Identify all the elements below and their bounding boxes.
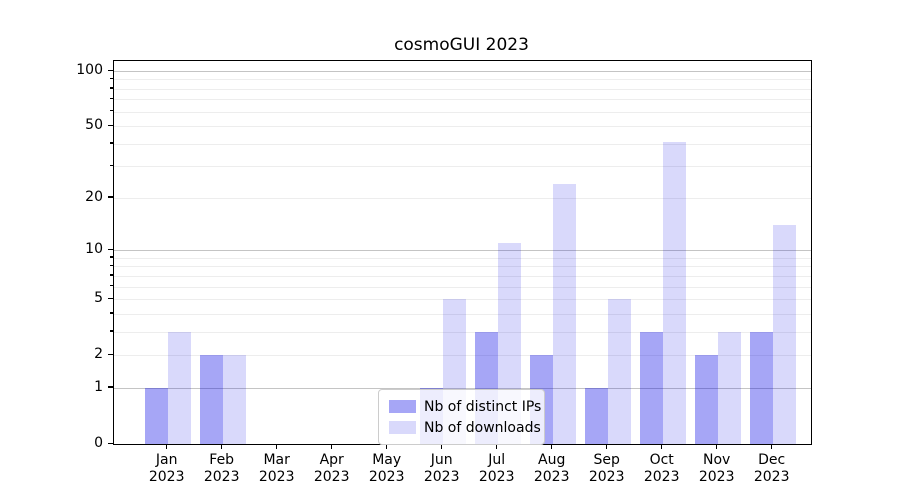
bar-distinct-ips (144, 387, 168, 444)
bar-downloads (167, 331, 191, 444)
y-axis-minor-tick (110, 87, 113, 89)
gridline-minor (114, 111, 811, 113)
x-axis-tick-label: Nov 2023 (698, 452, 735, 485)
y-axis-tick-label: 50 (85, 117, 103, 134)
gridline-minor (114, 275, 811, 277)
y-axis-minor-tick (110, 77, 113, 80)
chart-title: cosmoGUI 2023 (394, 35, 529, 55)
bar-downloads (717, 331, 741, 444)
x-axis-tick-label: Jan 2023 (148, 452, 185, 485)
x-axis-tick (386, 444, 388, 449)
plot-area (113, 60, 812, 445)
y-axis-tick-label: 100 (76, 62, 103, 78)
bar-distinct-ips (199, 355, 223, 444)
y-axis-minor-tick (110, 285, 113, 287)
y-axis-minor-tick (110, 256, 113, 258)
x-axis-tick (221, 444, 223, 449)
legend-label-distinct-ips: Nb of distinct IPs (424, 398, 542, 415)
legend-label-downloads: Nb of downloads (424, 419, 541, 436)
y-axis-minor-tick (110, 97, 113, 100)
y-axis-tick-label: 5 (94, 290, 103, 307)
y-axis-tick-label: 20 (85, 188, 103, 205)
gridline-minor (114, 257, 811, 259)
legend: Nb of distinct IPs Nb of downloads (378, 389, 545, 445)
y-axis-minor-tick (110, 264, 113, 267)
y-axis-tick (108, 386, 113, 388)
x-axis-tick-label: Apr 2023 (313, 452, 350, 485)
bar-downloads (772, 225, 796, 444)
x-axis-tick (606, 444, 608, 449)
y-axis-tick-label: 0 (94, 435, 103, 451)
bar-distinct-ips (584, 387, 608, 444)
y-axis-minor-tick (110, 274, 113, 276)
x-axis-tick (276, 444, 278, 449)
gridline-major (114, 71, 811, 72)
x-axis-tick-label: May 2023 (368, 452, 405, 485)
y-axis-tick-label: 2 (94, 346, 103, 363)
x-axis-tick-label: Aug 2023 (533, 452, 570, 485)
x-axis-tick-label: Dec 2023 (753, 452, 790, 485)
y-axis-minor-tick (110, 330, 113, 332)
y-axis-tick (108, 248, 113, 250)
x-axis-tick (661, 444, 663, 449)
gridline-minor (114, 79, 811, 81)
bar-distinct-ips (749, 331, 773, 444)
x-axis-tick-label: Feb 2023 (203, 452, 240, 485)
x-axis-tick (771, 444, 773, 449)
y-axis-minor-tick (110, 164, 113, 167)
x-axis-tick (166, 444, 168, 449)
gridline-minor (114, 126, 811, 128)
x-axis-tick (496, 444, 498, 449)
x-axis-tick (716, 444, 718, 449)
y-axis-minor-tick (110, 124, 113, 126)
gridline-minor (114, 88, 811, 90)
y-axis-minor-tick (110, 353, 113, 355)
x-axis-tick-label: Jun 2023 (423, 452, 460, 485)
bar-downloads (552, 183, 576, 444)
y-axis-tick (108, 442, 113, 444)
x-axis-tick-label: Sep 2023 (588, 452, 625, 485)
gridline-major (114, 250, 811, 252)
gridline-minor (114, 197, 811, 199)
y-axis-tick-label: 1 (94, 378, 103, 395)
bar-downloads (222, 355, 246, 444)
y-axis-minor-tick (110, 297, 113, 299)
x-axis-tick (551, 444, 553, 449)
gridline-minor (114, 99, 811, 101)
x-axis-tick-label: Oct 2023 (643, 452, 680, 485)
legend-swatch-ips (389, 400, 416, 413)
y-axis-minor-tick (110, 196, 113, 198)
gridline-minor (114, 143, 811, 145)
bar-downloads (607, 299, 631, 444)
bar-distinct-ips (639, 331, 663, 444)
gridline-minor (114, 166, 811, 168)
y-axis-tick-label: 10 (85, 241, 103, 258)
y-axis-minor-tick (110, 312, 113, 314)
x-axis-tick-label: Mar 2023 (258, 452, 295, 485)
x-axis-tick (331, 444, 333, 449)
legend-swatch-downloads (389, 421, 416, 434)
gridline-minor (114, 286, 811, 288)
y-axis-minor-tick (110, 110, 113, 112)
bar-downloads (662, 141, 686, 444)
legend-row-downloads: Nb of downloads (389, 417, 544, 438)
legend-row-distinct-ips: Nb of distinct IPs (389, 396, 544, 417)
y-axis-minor-tick (110, 142, 113, 144)
y-axis-tick (108, 69, 113, 71)
x-axis-tick (441, 444, 443, 449)
bar-distinct-ips (694, 355, 718, 444)
gridline-minor (114, 266, 811, 268)
x-axis-tick-label: Jul 2023 (478, 452, 515, 485)
